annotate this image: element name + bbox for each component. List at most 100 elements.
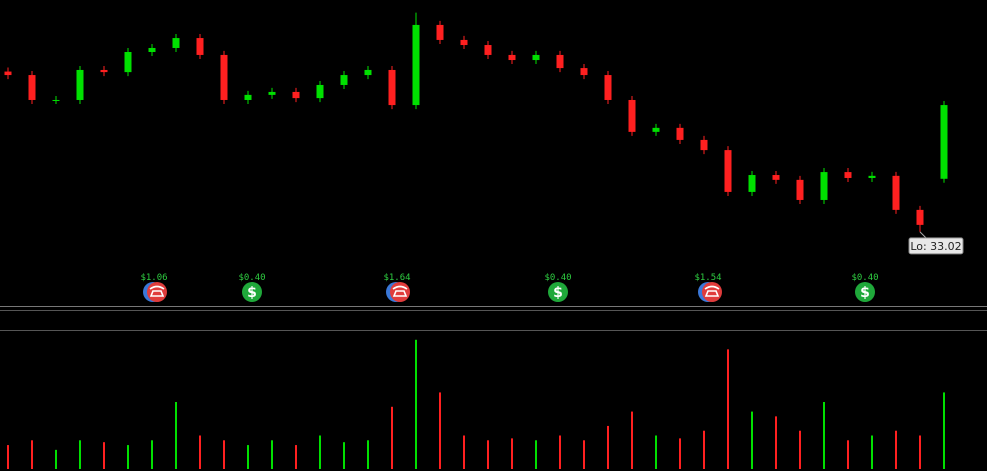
volume-bar xyxy=(79,440,81,469)
candle-body xyxy=(940,105,948,179)
volume-bar xyxy=(727,349,729,469)
candle-body xyxy=(316,84,324,99)
volume-bar xyxy=(679,438,681,469)
volume-bar xyxy=(535,440,537,469)
volume-bar xyxy=(151,440,153,469)
candle-body xyxy=(148,47,156,52)
dividend-event[interactable]: $0.40 $ xyxy=(238,273,266,302)
candle-body xyxy=(700,139,708,151)
candle-body xyxy=(172,38,180,48)
candle-body xyxy=(796,179,804,200)
candle-body xyxy=(556,54,564,69)
volume-bar xyxy=(607,425,609,469)
volume-bar xyxy=(271,440,273,469)
volume-bar xyxy=(919,435,921,469)
candle-body xyxy=(868,175,876,178)
volume-bar xyxy=(487,440,489,469)
candle-body xyxy=(28,75,36,100)
event-label: $0.40 xyxy=(851,273,878,283)
volume-bar xyxy=(703,430,705,469)
earnings-event[interactable]: $1.06 xyxy=(140,273,168,302)
earnings-event[interactable]: $1.64 xyxy=(383,273,411,302)
volume-bar xyxy=(895,430,897,469)
volume-bar xyxy=(751,411,753,469)
candle-body xyxy=(412,24,420,106)
volume-bar xyxy=(31,440,33,469)
volume-bar xyxy=(295,445,297,469)
volume-bar xyxy=(583,440,585,469)
candle-body xyxy=(4,71,12,76)
candle-body xyxy=(124,52,132,73)
volume-bar xyxy=(367,440,369,469)
candle-body xyxy=(724,150,732,192)
candle-body xyxy=(388,69,396,106)
event-label: $1.54 xyxy=(694,273,721,283)
candle-body xyxy=(916,209,924,225)
volume-bar xyxy=(775,416,777,469)
volume-bar xyxy=(847,440,849,469)
candle-body xyxy=(52,99,60,101)
volume-bar xyxy=(343,442,345,469)
candle-body xyxy=(892,175,900,210)
volume-bar xyxy=(799,430,801,469)
candle-body xyxy=(196,38,204,55)
candle-body xyxy=(652,127,660,132)
candle-body xyxy=(580,68,588,76)
low-label-box xyxy=(908,237,964,255)
volume-bar xyxy=(871,435,873,469)
candle-body xyxy=(76,69,84,100)
svg-text:$: $ xyxy=(247,285,257,301)
volume-bar xyxy=(247,445,249,469)
candle-body xyxy=(748,175,756,192)
candle-body xyxy=(844,172,852,178)
candle-body xyxy=(820,172,828,200)
candle-body xyxy=(628,99,636,132)
events: $1.06 $0.40 $ $1.64 $0.40 $ $1.54 $0.40 xyxy=(140,273,879,302)
event-label: $1.64 xyxy=(383,273,410,283)
candle-body xyxy=(604,75,612,100)
earnings-event[interactable]: $1.54 xyxy=(694,273,722,302)
svg-text:$: $ xyxy=(860,285,870,301)
low-marker: Lo: 33.02 xyxy=(908,231,964,255)
candle-body xyxy=(244,94,252,100)
volume-bar xyxy=(559,435,561,469)
volume-bar xyxy=(655,435,657,469)
event-label: $0.40 xyxy=(238,273,265,283)
volume-bar xyxy=(631,411,633,469)
candle-body xyxy=(772,175,780,180)
event-label: $0.40 xyxy=(544,273,571,283)
candle-body xyxy=(268,91,276,95)
volume-bar xyxy=(391,406,393,469)
candle-body xyxy=(100,69,108,73)
candle-body xyxy=(220,54,228,100)
candle-body xyxy=(532,54,540,61)
volume-bar xyxy=(319,435,321,469)
low-label: Lo: 33.02 xyxy=(910,240,961,253)
volume-bar xyxy=(415,339,417,469)
volume-bar xyxy=(223,440,225,469)
candle-body xyxy=(364,69,372,76)
candle-body xyxy=(292,91,300,99)
candle-body xyxy=(460,39,468,46)
dividend-event[interactable]: $0.40 $ xyxy=(851,273,879,302)
svg-text:$: $ xyxy=(553,285,563,301)
volume-bar xyxy=(55,449,57,469)
volume-bar xyxy=(103,442,105,469)
candle-body xyxy=(508,54,516,61)
volume-bar xyxy=(511,438,513,469)
volume-bar xyxy=(175,402,177,469)
dividend-event[interactable]: $0.40 $ xyxy=(544,273,572,302)
volume-bar xyxy=(439,392,441,469)
candle-body xyxy=(676,127,684,140)
volume-bar xyxy=(199,435,201,469)
volume-bar xyxy=(823,402,825,469)
volume-bar xyxy=(943,392,945,469)
candle-body xyxy=(484,45,492,55)
volume-bar xyxy=(7,445,9,469)
volume-bar xyxy=(127,445,129,469)
event-label: $1.06 xyxy=(140,273,167,283)
volume-bar xyxy=(463,435,465,469)
candle-body xyxy=(436,24,444,40)
